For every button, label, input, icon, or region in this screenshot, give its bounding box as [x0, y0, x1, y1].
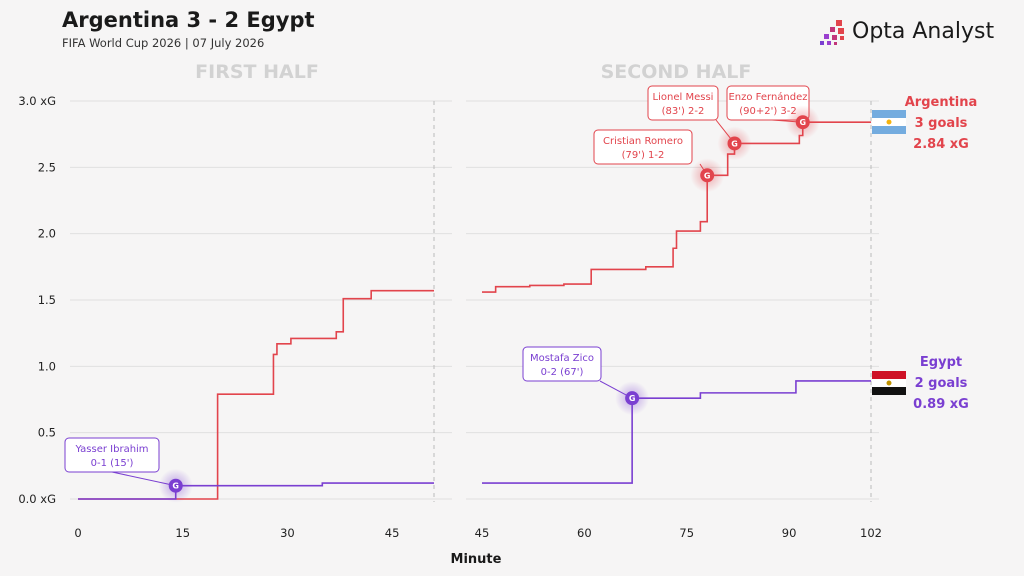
goal-annotation-box	[64, 437, 160, 473]
flag-sun	[886, 119, 892, 125]
opta-logo-icon	[820, 20, 844, 45]
argentina-flag-icon	[872, 110, 906, 134]
chart-subtitle: FIFA World Cup 2026 | 07 July 2026	[62, 36, 265, 50]
goal-detail: (79') 1-2	[622, 150, 665, 161]
team-name-argentina: Argentina	[905, 95, 978, 110]
goal-marker	[795, 115, 810, 130]
goal-annotation-box	[647, 85, 719, 121]
flag-stripe	[872, 387, 906, 395]
goal-marker-label: G	[731, 139, 738, 148]
goal-detail: 0-2 (67')	[541, 367, 584, 378]
goal-marker	[727, 136, 742, 151]
x-tick-label: 75	[679, 526, 694, 540]
goal-scorer-name: Enzo Fernández	[728, 91, 807, 103]
y-tick-label: 2.0	[38, 227, 56, 241]
goal-marker-label: G	[799, 118, 806, 127]
flag-stripe	[872, 126, 906, 134]
x-tick-label: 45	[475, 526, 490, 540]
y-tick-label: 1.0	[38, 359, 56, 373]
x-tick-label: 102	[860, 526, 882, 540]
team-xg-argentina: 2.84 xG	[913, 137, 969, 152]
x-tick-label: 0	[74, 526, 81, 540]
y-tick-label: 0.0 xG	[18, 492, 56, 506]
x-tick-label: 15	[175, 526, 190, 540]
half-title: FIRST HALF	[195, 61, 319, 83]
argentina-xg-line-second-half	[482, 121, 871, 293]
y-tick-label: 1.5	[38, 293, 56, 307]
goal-annotation-box	[593, 129, 693, 165]
y-tick-label: 3.0 xG	[18, 94, 56, 108]
goal-scorer-name: Lionel Messi	[653, 92, 714, 103]
y-tick-label: 0.5	[38, 426, 56, 440]
goal-detail: 0-1 (15')	[91, 458, 134, 469]
goal-marker	[168, 478, 183, 493]
goal-marker	[700, 168, 715, 183]
goal-scorer-name: Yasser Ibrahim	[74, 444, 148, 455]
goal-scorer-name: Cristian Romero	[603, 136, 683, 147]
flag-stripe	[872, 371, 906, 379]
team-goals-argentina: 3 goals	[915, 116, 968, 131]
egypt-flag-icon	[872, 371, 906, 395]
goal-marker-label: G	[704, 171, 711, 180]
x-tick-label: 45	[385, 526, 400, 540]
chart-title: Argentina 3 - 2 Egypt	[62, 8, 315, 32]
flag-eagle	[886, 380, 892, 386]
brand-name: Opta Analyst	[852, 19, 995, 44]
y-tick-label: 2.5	[38, 160, 56, 174]
flag-stripe	[872, 110, 906, 118]
argentina-xg-line-first-half	[78, 289, 434, 500]
x-tick-label: 90	[782, 526, 797, 540]
egypt-xg-line-second-half	[482, 380, 871, 484]
goal-marker-label: G	[629, 394, 636, 403]
team-name-egypt: Egypt	[920, 355, 962, 370]
goal-detail: (83') 2-2	[662, 106, 705, 117]
egypt-xg-line-first-half	[78, 482, 434, 500]
half-title: SECOND HALF	[601, 61, 752, 83]
goal-annotation-box	[522, 346, 602, 382]
goal-scorer-name: Mostafa Zico	[530, 353, 594, 364]
goal-annotation-box	[726, 85, 810, 121]
team-goals-egypt: 2 goals	[915, 376, 968, 391]
x-tick-label: 60	[577, 526, 592, 540]
opta-analyst-logo: Opta Analyst	[820, 18, 994, 50]
team-xg-egypt: 0.89 xG	[913, 397, 969, 412]
x-axis-label: Minute	[451, 552, 502, 567]
x-tick-label: 30	[280, 526, 295, 540]
goal-marker	[625, 391, 640, 406]
goal-detail: (90+2') 3-2	[739, 106, 797, 117]
goal-marker-label: G	[172, 482, 179, 491]
